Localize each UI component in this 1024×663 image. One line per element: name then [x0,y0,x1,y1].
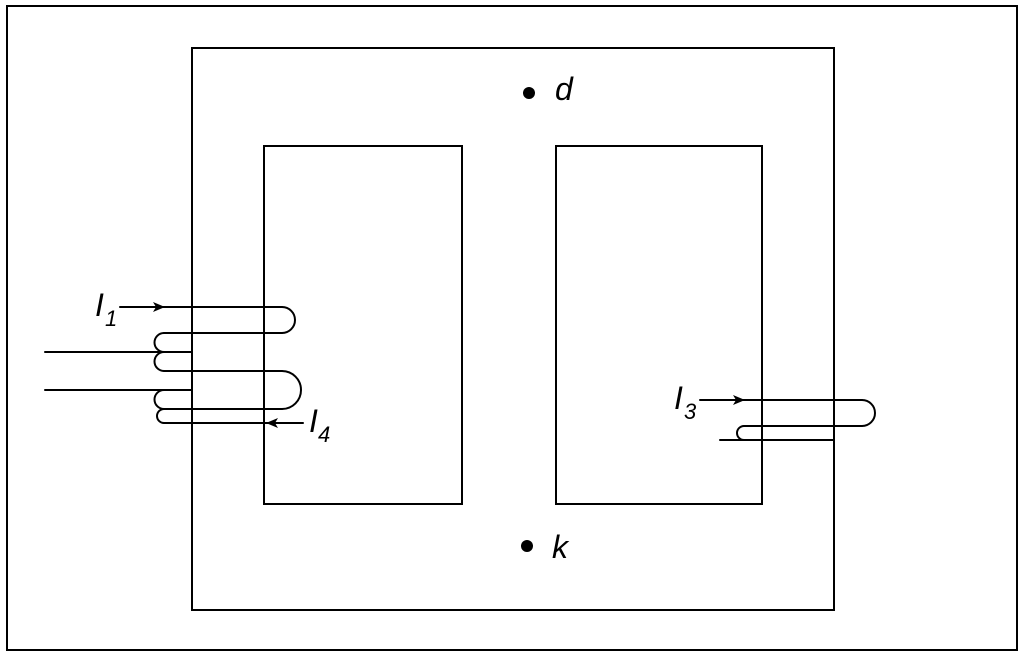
outer-frame [7,6,1017,650]
core-outer [192,48,834,610]
point-d [523,87,535,99]
label-k: k [552,529,570,565]
label-i3: I [674,380,683,416]
coils [45,307,875,440]
label-d: d [555,71,574,107]
core-window-right [556,146,762,504]
label-i4: I [309,403,318,439]
point-k [521,540,533,552]
frames [7,6,1017,650]
node-points [521,87,535,552]
label-i1-sub: 1 [105,306,117,331]
magnetic-core-diagram: dkI1I4I3 [0,0,1024,663]
label-i1: I [95,287,104,323]
label-i3-sub: 3 [684,399,697,424]
current-arrows [120,307,744,423]
label-i4-sub: 4 [318,422,330,447]
